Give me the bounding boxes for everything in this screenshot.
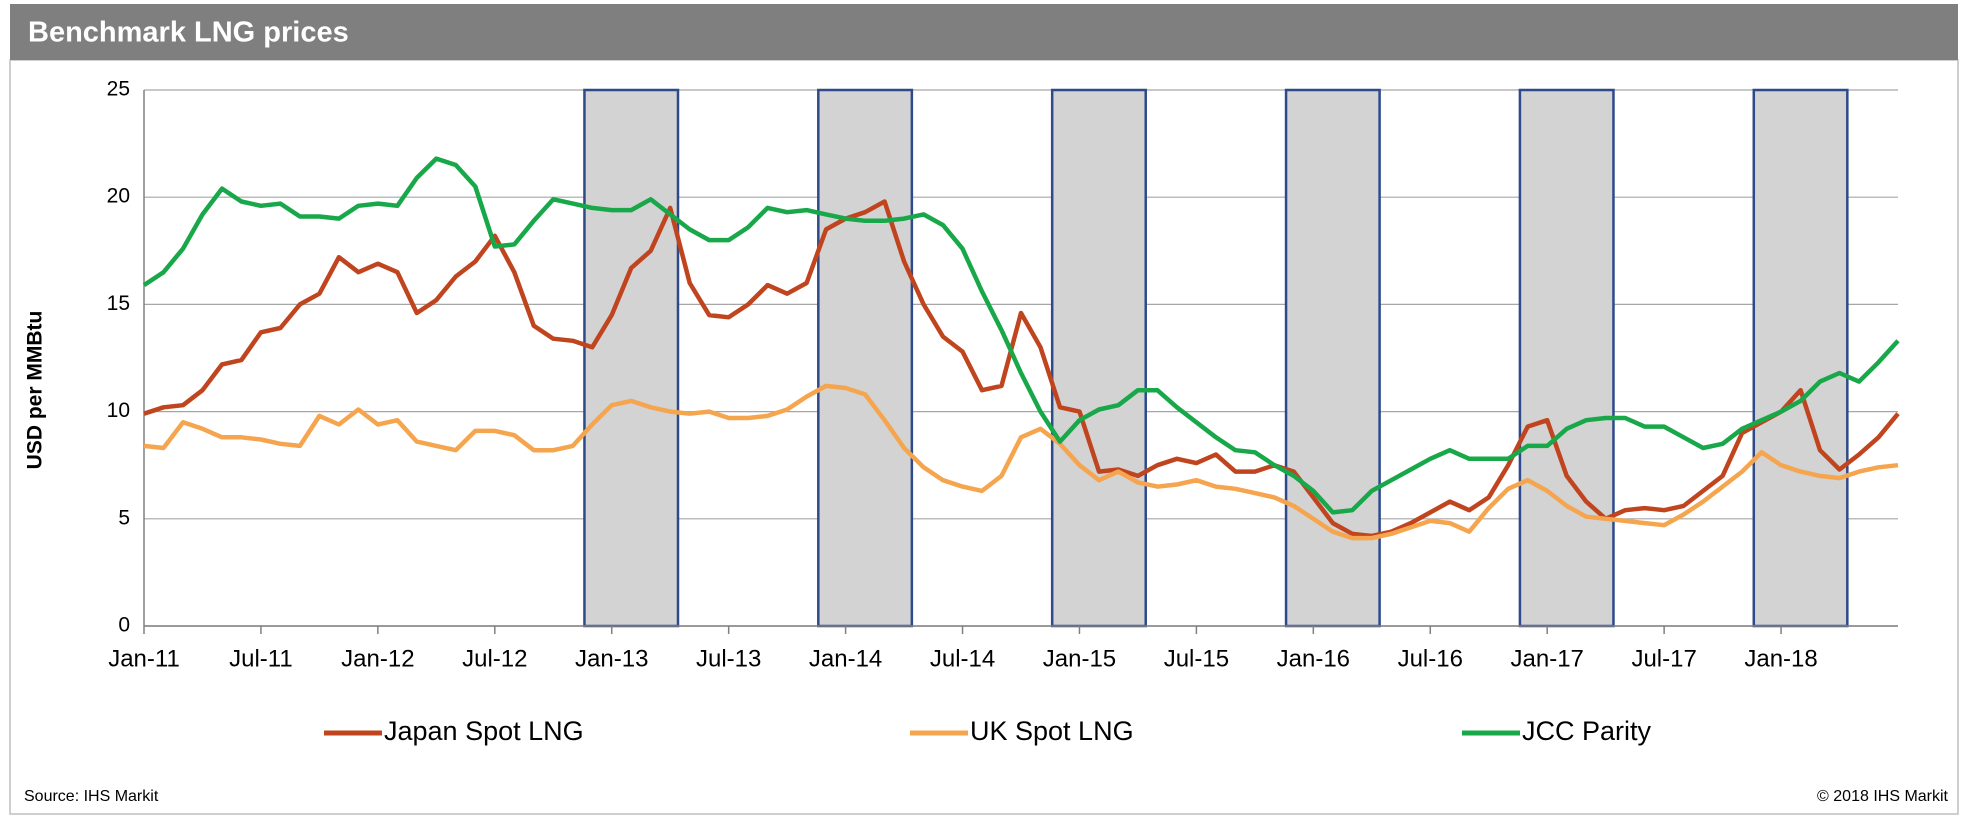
x-tick-label: Jul-11 xyxy=(229,645,293,672)
series-line xyxy=(142,156,1900,515)
y-tick-label: 10 xyxy=(107,399,130,422)
highlight-period xyxy=(1050,88,1147,628)
x-tick-label: Jan-13 xyxy=(575,645,648,672)
x-tick-label: Jan-18 xyxy=(1744,645,1817,672)
legend-label: JCC Parity xyxy=(1522,716,1652,746)
y-tick-label: 20 xyxy=(107,185,130,208)
x-tick-label: Jan-17 xyxy=(1511,645,1584,672)
x-tick-label: Jan-14 xyxy=(809,645,882,672)
x-tick-label: Jul-15 xyxy=(1164,645,1229,672)
y-tick-label: 15 xyxy=(107,292,130,315)
x-tick-label: Jan-15 xyxy=(1043,645,1116,672)
highlight-period xyxy=(1752,88,1849,628)
x-tick-label: Jan-11 xyxy=(108,645,180,672)
x-tick-label: Jan-16 xyxy=(1277,645,1350,672)
x-tick-label: Jul-17 xyxy=(1631,645,1696,672)
x-tick-label: Jul-13 xyxy=(696,645,761,672)
header-title: Benchmark LNG prices xyxy=(28,17,349,49)
highlight-period xyxy=(583,88,680,628)
legend-label: Japan Spot LNG xyxy=(384,716,584,746)
x-tick-label: Jul-12 xyxy=(462,645,527,672)
y-tick-label: 25 xyxy=(107,78,130,101)
y-tick-label: 5 xyxy=(118,506,130,529)
x-tick-label: Jul-16 xyxy=(1398,645,1463,672)
copyright: © 2018 IHS Markit xyxy=(1817,788,1949,805)
highlight-period xyxy=(1284,88,1381,628)
series-line xyxy=(143,383,1899,541)
header-bar xyxy=(10,4,1958,60)
source: Source: IHS Markit xyxy=(24,788,159,805)
y-tick-label: 0 xyxy=(118,614,130,637)
legend-label: UK Spot LNG xyxy=(970,716,1134,746)
highlight-period xyxy=(1518,88,1615,628)
x-tick-label: Jan-12 xyxy=(341,645,414,672)
highlight-period xyxy=(817,88,914,628)
y-axis-label: USD per MMBtu xyxy=(24,311,47,470)
x-tick-label: Jul-14 xyxy=(930,645,995,672)
